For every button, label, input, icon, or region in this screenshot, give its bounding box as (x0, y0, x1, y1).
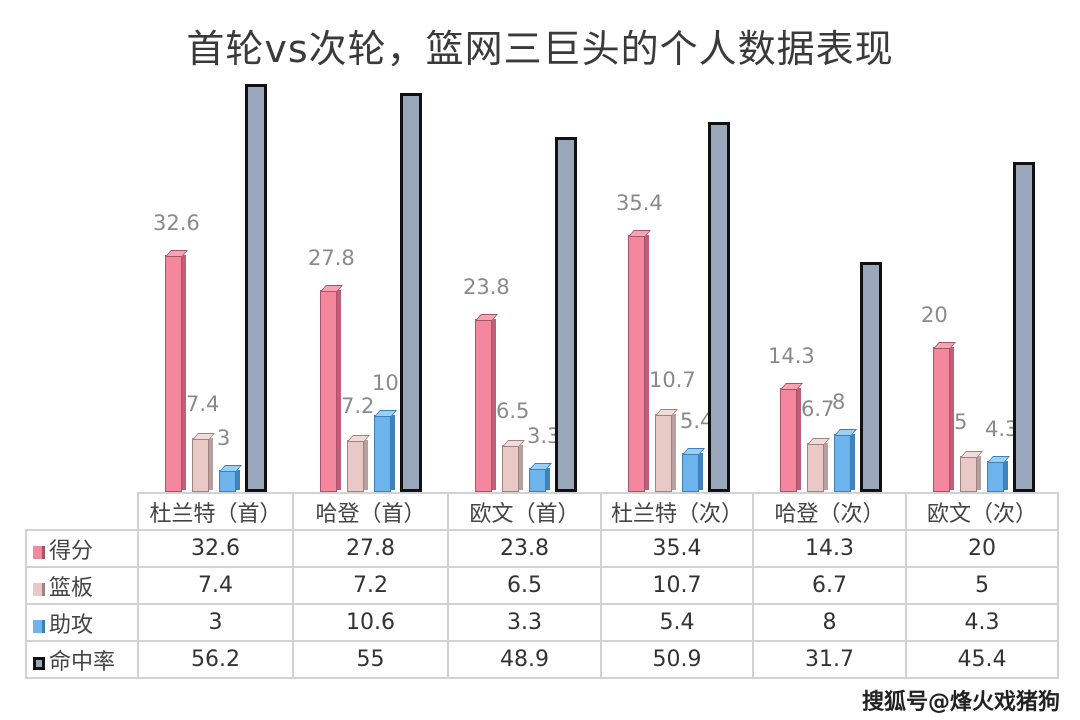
data-table: 杜兰特（首） 哈登（首） 欧文（首） 杜兰特（次） 哈登（次） 欧文（次） 得分… (25, 492, 1059, 679)
table-corner (26, 493, 139, 530)
assists-bar (834, 429, 857, 492)
rebounds-data-label: 7.4 (186, 392, 220, 416)
fg-pct-legend-key-icon (33, 656, 45, 670)
table-cell: 6.5 (447, 566, 602, 605)
column-header: 哈登（次） (752, 492, 907, 531)
table-cell: 45.4 (905, 640, 1059, 679)
table-cell: 7.2 (292, 566, 449, 605)
points-data-label: 14.3 (768, 344, 815, 368)
row-label: 篮板 (25, 566, 139, 605)
assists-data-label: 8 (832, 390, 846, 414)
rebounds-bar (655, 409, 678, 492)
table-row-assists: 助攻 3 10.6 3.3 5.4 8 4.3 (25, 603, 1059, 642)
points-data-label: 35.4 (616, 191, 663, 215)
table-cell: 55 (292, 640, 449, 679)
fg-pct-bar (1013, 162, 1035, 492)
fg-pct-bar (708, 122, 730, 492)
row-label-text: 得分 (49, 538, 94, 564)
table-cell: 8 (752, 603, 907, 642)
assists-legend-key-icon (33, 619, 45, 633)
chart-title: 首轮vs次轮，篮网三巨头的个人数据表现 (186, 27, 894, 71)
table-cell: 48.9 (447, 640, 602, 679)
assists-data-label: 3 (217, 426, 231, 450)
fg-pct-bar (555, 137, 577, 492)
table-cell: 5.4 (600, 603, 754, 642)
rebounds-data-label: 6.5 (496, 399, 530, 423)
rebounds-data-label: 6.7 (801, 397, 835, 421)
watermark: 搜狐号@烽火戏猪狗 (862, 690, 1061, 715)
points-data-label: 32.6 (153, 211, 200, 235)
table-cell: 7.4 (137, 566, 294, 605)
assists-bar (987, 456, 1010, 492)
points-data-label: 20 (921, 303, 948, 327)
table-cell: 35.4 (600, 529, 754, 568)
table-cell: 31.7 (752, 640, 907, 679)
points-bar (780, 383, 803, 492)
row-label: 助攻 (25, 603, 139, 642)
assists-bar (219, 465, 242, 492)
rebounds-bar (347, 435, 370, 492)
points-bar (165, 250, 188, 492)
rebounds-bar (192, 433, 215, 492)
row-label-text: 篮板 (49, 575, 94, 601)
points-legend-key-icon (33, 545, 45, 559)
row-label-text: 助攻 (49, 612, 94, 638)
assists-data-label: 4.3 (985, 417, 1019, 441)
table-cell: 50.9 (600, 640, 754, 679)
points-bar (475, 314, 498, 492)
rebounds-bar (502, 440, 525, 492)
table-cell: 27.8 (292, 529, 449, 568)
assists-bar (682, 448, 705, 492)
assists-bar (374, 410, 397, 492)
column-header: 哈登（首） (292, 492, 449, 531)
table-row-points: 得分 32.6 27.8 23.8 35.4 14.3 20 (25, 529, 1059, 568)
assists-bar (529, 463, 552, 492)
table-cell: 10.6 (292, 603, 449, 642)
table-cell: 56.2 (137, 640, 294, 679)
column-header: 欧文（次） (905, 492, 1059, 531)
assists-data-label: 5.4 (680, 409, 714, 433)
table-cell: 6.7 (752, 566, 907, 605)
column-header: 杜兰特（次） (600, 492, 754, 531)
rebounds-data-label: 10.7 (649, 368, 696, 392)
table-cell: 32.6 (137, 529, 294, 568)
table-cell: 4.3 (905, 603, 1059, 642)
fg-pct-bar (245, 84, 267, 492)
column-header: 欧文（首） (447, 492, 602, 531)
table-cell: 23.8 (447, 529, 602, 568)
fg-pct-bar (400, 93, 422, 492)
points-data-label: 23.8 (463, 275, 510, 299)
table-row-rebounds: 篮板 7.4 7.2 6.5 10.7 6.7 5 (25, 566, 1059, 605)
table-cell: 3.3 (447, 603, 602, 642)
table-cell: 10.7 (600, 566, 754, 605)
assists-data-label: 3.3 (527, 424, 561, 448)
table-cell: 20 (905, 529, 1059, 568)
points-bar (628, 230, 651, 492)
points-bar (933, 342, 956, 492)
rebounds-data-label: 5 (954, 410, 968, 434)
row-label: 得分 (25, 529, 139, 568)
table-cell: 14.3 (752, 529, 907, 568)
row-label-text: 命中率 (49, 649, 116, 675)
table-row-fg-pct: 命中率 56.2 55 48.9 50.9 31.7 45.4 (25, 640, 1059, 679)
column-header: 杜兰特（首） (137, 492, 294, 531)
points-data-label: 27.8 (308, 246, 355, 270)
table-cell: 5 (905, 566, 1059, 605)
row-label: 命中率 (25, 640, 139, 679)
rebounds-bar (807, 438, 830, 492)
rebounds-bar (960, 451, 983, 492)
fg-pct-bar (860, 262, 882, 492)
rebounds-legend-key-icon (33, 582, 45, 596)
points-bar (320, 285, 343, 492)
rebounds-data-label: 7.2 (341, 394, 375, 418)
table-cell: 3 (137, 603, 294, 642)
table-header-row: 杜兰特（首） 哈登（首） 欧文（首） 杜兰特（次） 哈登（次） 欧文（次） (26, 492, 1059, 531)
plot-area: 32.6 27.8 23.8 35.4 14.3 20 7.4 7.2 6.5 10.7 6.7 5 3… (153, 84, 1035, 492)
